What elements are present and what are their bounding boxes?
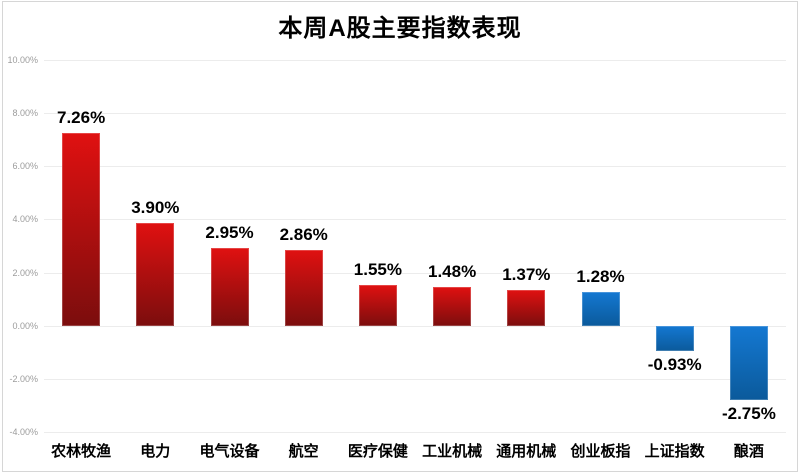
category-label-3: 电气设备 (199, 443, 260, 460)
gridline-0.00% (44, 325, 786, 327)
value-label-8: 1.28% (576, 267, 625, 287)
gridline-10.00% (44, 59, 786, 61)
value-label-3: 2.95% (205, 222, 254, 242)
bar-4 (284, 250, 323, 327)
bar-7 (507, 289, 546, 327)
category-label-8: 创业板指 (570, 443, 631, 460)
category-label-10: 酿酒 (733, 443, 764, 460)
y-axis-tick-10.00%: 10.00% (7, 54, 38, 65)
y-axis-tick--4.00%: -4.00% (9, 427, 38, 438)
gridline--2.00% (44, 379, 786, 381)
category-label-4: 航空 (288, 443, 319, 460)
value-label-1: 7.26% (56, 107, 106, 127)
y-axis-tick-4.00%: 4.00% (12, 214, 38, 225)
category-label-5: 医疗保健 (347, 443, 408, 460)
value-label-10: -2.75% (721, 403, 776, 423)
bar-2 (136, 222, 175, 327)
value-label-9: -0.93% (647, 355, 702, 375)
value-label-5: 1.55% (353, 260, 402, 280)
category-label-6: 工业机械 (422, 443, 483, 460)
bar-3 (210, 247, 249, 327)
value-label-6: 1.48% (427, 261, 477, 281)
y-axis-tick-8.00%: 8.00% (12, 107, 38, 118)
category-label-2: 电力 (140, 443, 171, 460)
category-label-9: 上证指数 (644, 443, 705, 460)
bar-8 (581, 292, 620, 327)
bar-9 (655, 326, 694, 352)
value-label-2: 3.90% (131, 197, 180, 217)
gridline-8.00% (44, 112, 786, 114)
gridline-2.00% (44, 272, 786, 274)
value-label-7: 1.37% (502, 264, 551, 284)
y-axis-tick-6.00%: 6.00% (12, 161, 38, 172)
gridline--4.00% (44, 432, 786, 434)
gridline-4.00% (44, 219, 786, 221)
category-label-1: 农林牧渔 (51, 443, 112, 460)
y-axis-tick-2.00%: 2.00% (12, 267, 38, 278)
bar-6 (433, 286, 472, 327)
chart-title: 本周A股主要指数表现 (278, 15, 522, 42)
bar-1 (62, 132, 101, 327)
bar-10 (729, 326, 768, 400)
category-label-7: 通用机械 (496, 443, 557, 460)
bar-5 (358, 285, 397, 327)
y-axis-tick-0.00%: 0.00% (12, 320, 38, 331)
value-label-4: 2.86% (279, 225, 328, 245)
y-axis-tick--2.00%: -2.00% (9, 374, 38, 385)
gridline-6.00% (44, 166, 786, 168)
